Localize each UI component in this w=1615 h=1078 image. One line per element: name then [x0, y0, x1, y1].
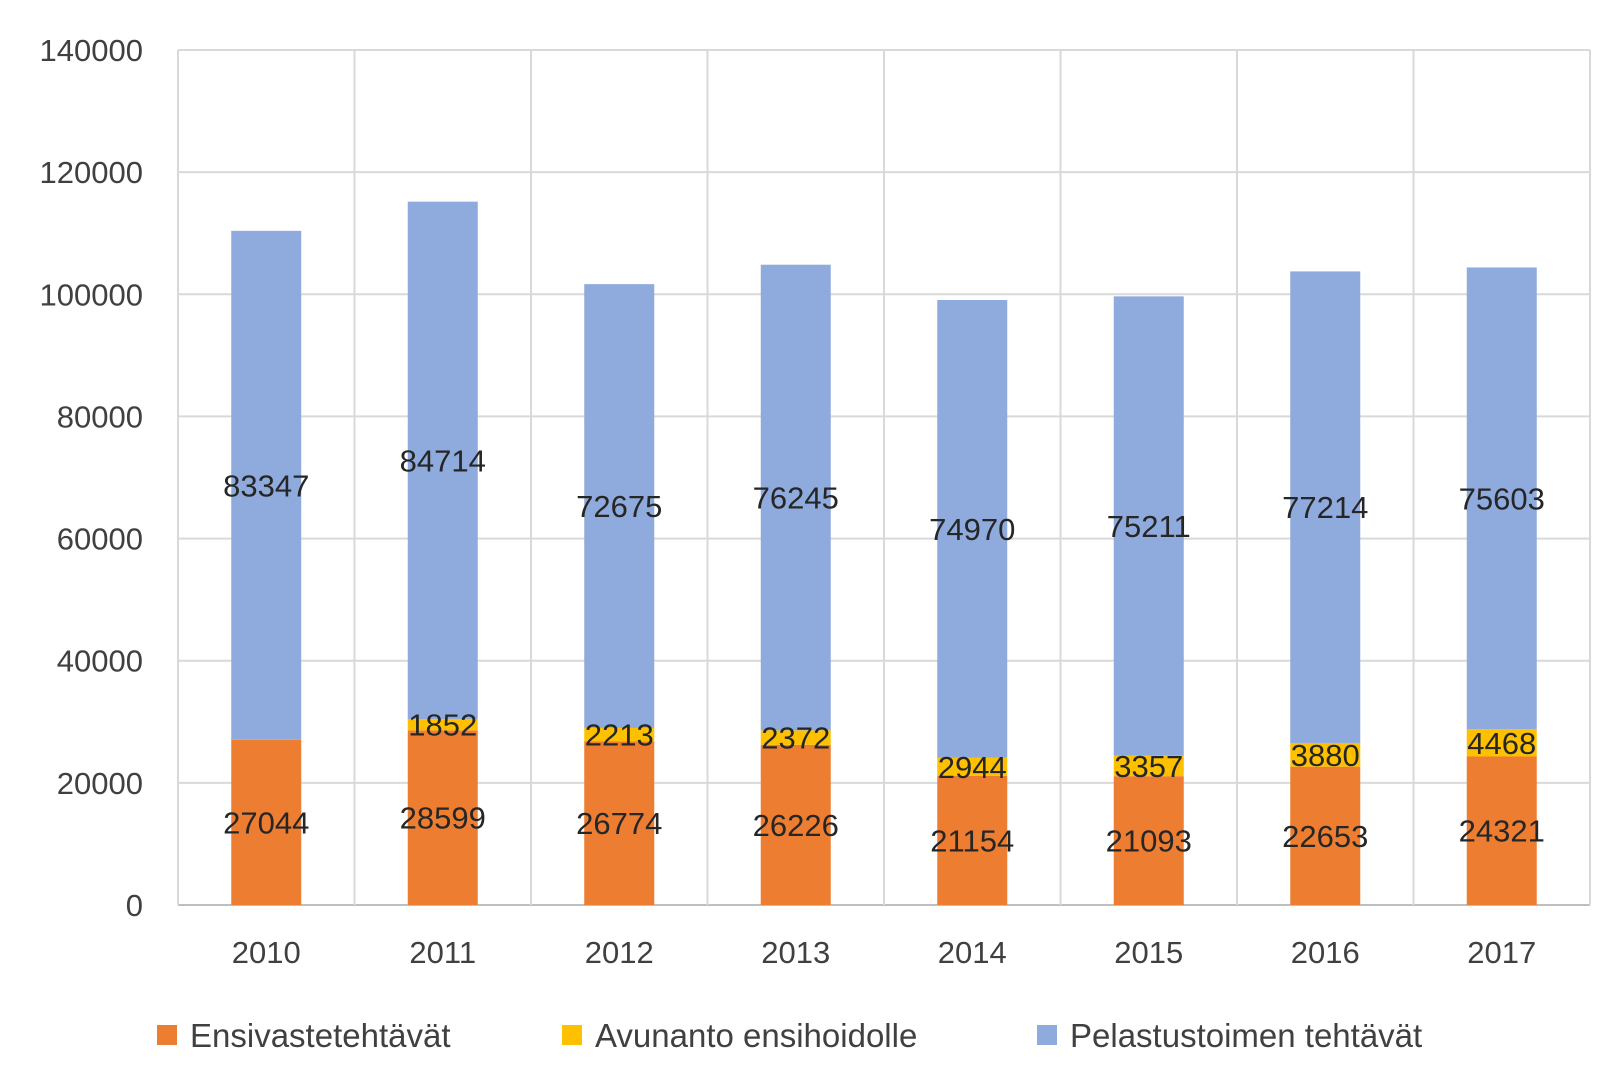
bar-segment	[760, 730, 831, 745]
legend-swatch	[1037, 1025, 1057, 1045]
bar-segment	[1290, 271, 1361, 743]
data-label: 28599	[400, 801, 486, 836]
y-tick-label: 140000	[40, 33, 143, 68]
data-label: 74970	[929, 512, 1015, 547]
y-tick-label: 100000	[40, 277, 143, 312]
data-label: 22653	[1282, 819, 1368, 854]
legend-label: Pelastustoimen tehtävät	[1070, 1017, 1422, 1054]
bar-segment	[407, 719, 478, 731]
legend: Ensivastetehtävät Avunanto ensihoidolle Pe…	[157, 1017, 1422, 1054]
bar-segment	[407, 201, 478, 720]
grid-lines	[177, 49, 1591, 906]
data-label: 84714	[400, 443, 486, 478]
bar-segment	[1113, 776, 1184, 905]
data-label: 4468	[1467, 726, 1536, 761]
data-label: 26226	[753, 808, 839, 843]
bar-segment	[937, 775, 1008, 905]
data-label: 2213	[585, 718, 654, 753]
bar-segment	[584, 727, 655, 742]
data-label: 76245	[753, 481, 839, 516]
x-tick-label: 2010	[232, 935, 301, 970]
bar-segment	[1290, 766, 1361, 905]
bars	[231, 201, 1537, 905]
bar-segment	[584, 284, 655, 728]
data-label: 21154	[930, 823, 1014, 858]
y-tick-label: 80000	[57, 399, 143, 434]
y-tick-label: 20000	[57, 766, 143, 801]
legend-swatch	[562, 1025, 582, 1045]
y-tick-label: 0	[126, 888, 143, 923]
bar-segment	[407, 730, 478, 905]
bar-segment	[1290, 742, 1361, 767]
x-tick-label: 2013	[761, 935, 830, 970]
legend-label: Ensivastetehtävät	[190, 1017, 451, 1054]
x-tick-label: 2011	[409, 935, 476, 970]
bar-segment	[1466, 729, 1537, 757]
bar-segment	[937, 757, 1008, 776]
y-axis: 0 20000 40000 60000 80000 100000 120000 140000	[40, 33, 143, 923]
legend-swatch	[157, 1025, 177, 1045]
data-label: 75211	[1107, 509, 1191, 544]
legend-label: Avunanto ensihoidolle	[595, 1017, 917, 1054]
data-label: 72675	[576, 489, 662, 524]
data-label: 2944	[938, 750, 1007, 785]
bar-segment	[1113, 755, 1184, 777]
x-tick-label: 2014	[938, 935, 1007, 970]
data-label: 26774	[576, 806, 662, 841]
x-tick-label: 2015	[1114, 935, 1183, 970]
bar-segment	[760, 744, 831, 905]
bar-segment	[1113, 296, 1184, 756]
data-label: 83347	[223, 468, 309, 503]
y-tick-label: 40000	[57, 644, 143, 679]
bar-segment	[584, 741, 655, 905]
data-label: 24321	[1459, 814, 1545, 849]
data-label: 1852	[408, 708, 477, 743]
bar-segment	[937, 299, 1008, 758]
bar-segment	[760, 264, 831, 731]
data-label: 3880	[1291, 738, 1360, 773]
bar-segment	[1466, 756, 1537, 905]
x-tick-label: 2017	[1467, 935, 1536, 970]
bar-segment	[231, 230, 302, 740]
data-label: 2372	[761, 721, 830, 756]
data-label: 75603	[1459, 481, 1545, 516]
bar-segment	[231, 739, 302, 905]
data-label: 3357	[1114, 749, 1183, 784]
y-tick-label: 120000	[40, 155, 143, 190]
x-tick-label: 2012	[585, 935, 654, 970]
data-label: 77214	[1282, 490, 1368, 525]
x-axis: 2010 2011 2012 2013 2014 2015 2016 2017	[232, 935, 1536, 970]
data-label: 21093	[1106, 824, 1192, 859]
y-tick-label: 60000	[57, 522, 143, 557]
bar-segment	[1466, 267, 1537, 730]
data-label: 27044	[223, 805, 309, 840]
data-labels: 27044 83347 28599 1852 84714 26774 2213 72675 26…	[223, 443, 1545, 858]
x-tick-label: 2016	[1291, 935, 1360, 970]
